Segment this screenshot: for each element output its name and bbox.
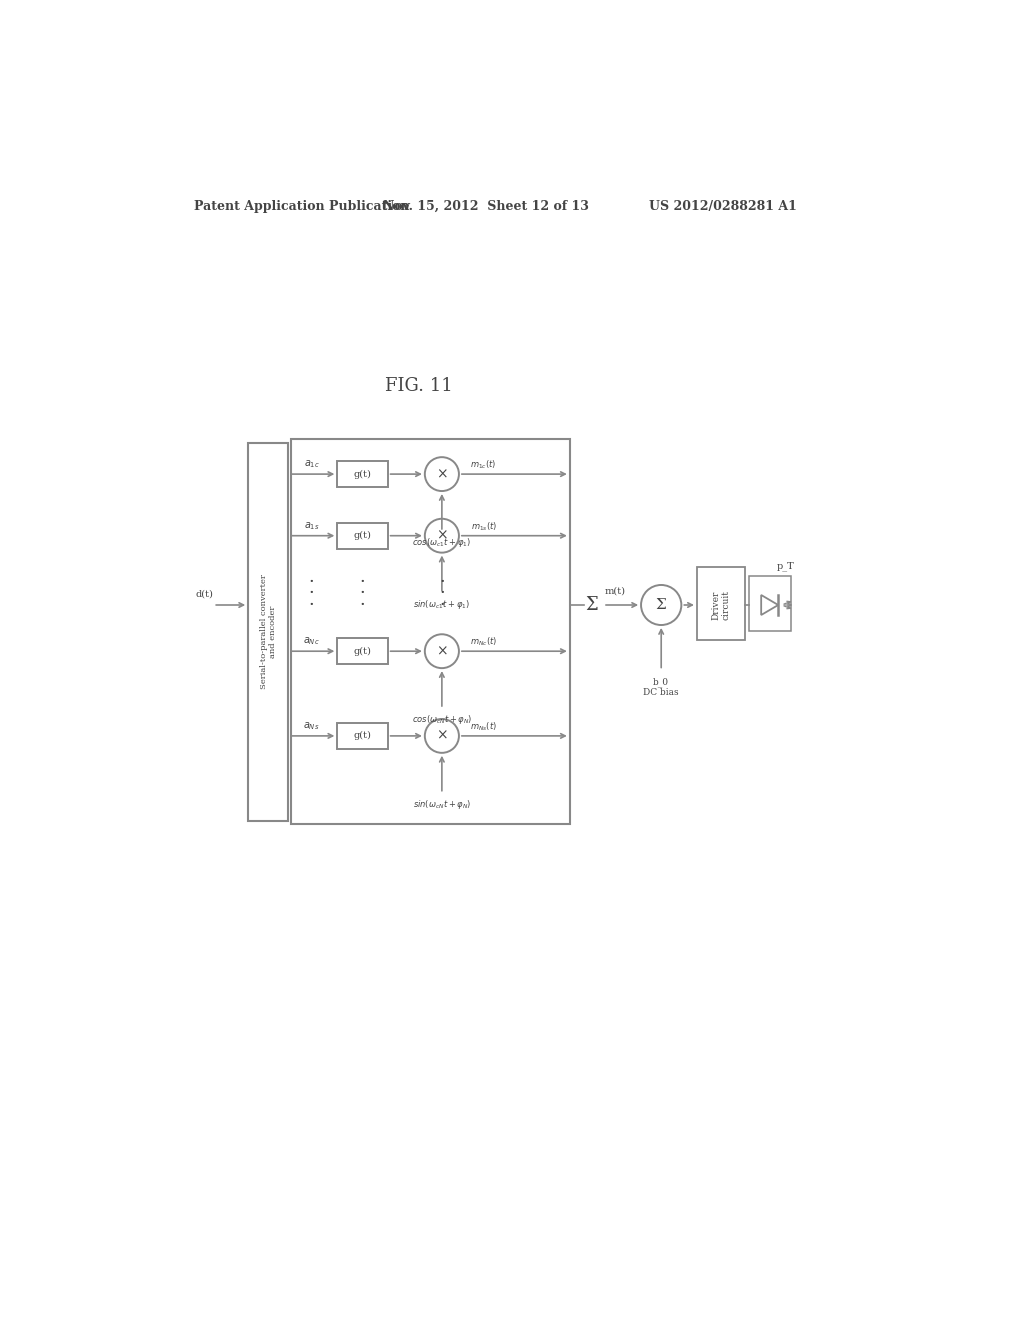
Text: p_T: p_T — [776, 561, 794, 572]
Text: Driver
circuit: Driver circuit — [712, 590, 730, 620]
Text: ×: × — [436, 467, 447, 480]
Text: ·: · — [439, 573, 444, 591]
Text: $m_{1c}(t)$: $m_{1c}(t)$ — [470, 458, 497, 471]
Text: g(t): g(t) — [353, 731, 372, 741]
Text: Σ: Σ — [655, 598, 667, 612]
Text: d(t): d(t) — [195, 590, 213, 599]
Circle shape — [425, 457, 459, 491]
Text: $a_{1c}$: $a_{1c}$ — [304, 458, 319, 470]
Text: ×: × — [436, 729, 447, 743]
Text: Patent Application Publication: Patent Application Publication — [194, 199, 410, 213]
Circle shape — [425, 519, 459, 553]
Text: ·: · — [439, 585, 444, 602]
Circle shape — [425, 635, 459, 668]
Text: US 2012/0288281 A1: US 2012/0288281 A1 — [649, 199, 797, 213]
Text: Nov. 15, 2012  Sheet 12 of 13: Nov. 15, 2012 Sheet 12 of 13 — [383, 199, 589, 213]
Text: $cos(\omega_{cN}t+\varphi_N)$: $cos(\omega_{cN}t+\varphi_N)$ — [412, 713, 472, 726]
Text: Serial-to-parallel converter
and encoder: Serial-to-parallel converter and encoder — [260, 574, 276, 689]
Text: ×: × — [436, 644, 447, 659]
Text: $m_{Ns}(t)$: $m_{Ns}(t)$ — [470, 721, 498, 733]
Text: $sin(\omega_{cN}t+\varphi_N)$: $sin(\omega_{cN}t+\varphi_N)$ — [413, 797, 471, 810]
Text: ·: · — [359, 585, 365, 602]
Bar — [291, 440, 569, 825]
Text: $a_{Ns}$: $a_{Ns}$ — [303, 719, 319, 731]
Circle shape — [425, 719, 459, 752]
Text: $a_{Nc}$: $a_{Nc}$ — [303, 635, 321, 647]
Text: g(t): g(t) — [353, 647, 372, 656]
Text: $cos(\omega_{c1}t+\varphi_1)$: $cos(\omega_{c1}t+\varphi_1)$ — [413, 536, 471, 549]
Bar — [248, 444, 289, 821]
Text: ·: · — [309, 597, 314, 614]
Bar — [337, 461, 388, 487]
Bar — [337, 723, 388, 748]
Bar — [697, 566, 744, 640]
Text: ·: · — [309, 573, 314, 591]
Polygon shape — [761, 595, 778, 615]
Text: $sin(\omega_{c1}t+\varphi_1)$: $sin(\omega_{c1}t+\varphi_1)$ — [414, 598, 470, 611]
Text: b_0
DC bias: b_0 DC bias — [643, 677, 679, 697]
Circle shape — [641, 585, 681, 626]
Text: ·: · — [359, 573, 365, 591]
Text: m(t): m(t) — [604, 586, 626, 595]
Text: ·: · — [439, 597, 444, 614]
Text: $a_{1s}$: $a_{1s}$ — [304, 520, 319, 532]
Text: g(t): g(t) — [353, 531, 372, 540]
Text: ·: · — [359, 597, 365, 614]
Bar — [749, 576, 792, 631]
Text: $m_{1s}(t)$: $m_{1s}(t)$ — [471, 520, 497, 533]
Text: Σ: Σ — [585, 597, 598, 614]
Text: $m_{Nc}(t)$: $m_{Nc}(t)$ — [470, 636, 498, 648]
Text: g(t): g(t) — [353, 470, 372, 479]
Text: FIG. 11: FIG. 11 — [385, 376, 453, 395]
Text: ·: · — [309, 585, 314, 602]
Bar — [337, 638, 388, 664]
Bar — [337, 523, 388, 549]
Text: ×: × — [436, 529, 447, 543]
